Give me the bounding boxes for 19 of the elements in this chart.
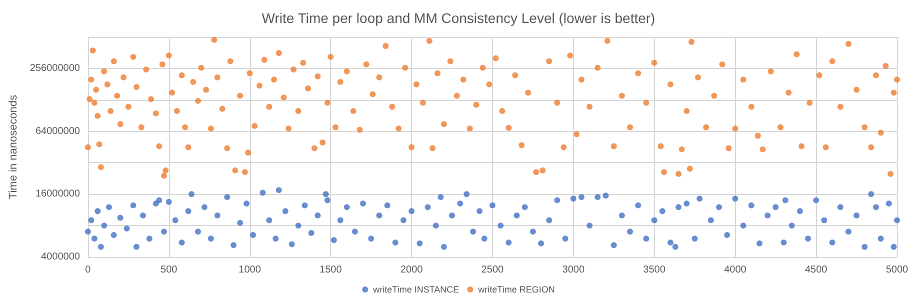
- x-tick-label: 4000: [724, 264, 747, 276]
- x-tick-label: 1500: [320, 264, 342, 276]
- y-tick-label: 64000000: [35, 126, 80, 137]
- y-tick-label: 16000000: [35, 188, 80, 200]
- y-tick-label: 256000000: [30, 62, 80, 74]
- x-tick-label: 3000: [562, 264, 585, 276]
- chart-title: Write Time per loop and MM Consistency Level (lower is better): [262, 10, 656, 26]
- legend-label: writeTime REGION: [477, 284, 555, 294]
- x-tick-label: 2000: [400, 264, 424, 276]
- legend-label: writeTime INSTANCE: [372, 284, 460, 294]
- y-axis-title: Time in nanoseconds: [8, 94, 20, 200]
- y-tick-label: 4000000: [41, 252, 80, 262]
- x-tick-label: 500: [160, 264, 178, 276]
- x-tick-label: 1000: [238, 264, 262, 276]
- x-tick-label: 5000: [886, 264, 909, 276]
- x-tick-label: 3500: [643, 264, 666, 276]
- x-tick-label: 4500: [804, 264, 828, 276]
- x-tick-label: 0: [85, 264, 92, 276]
- x-tick-label: 2500: [481, 264, 504, 276]
